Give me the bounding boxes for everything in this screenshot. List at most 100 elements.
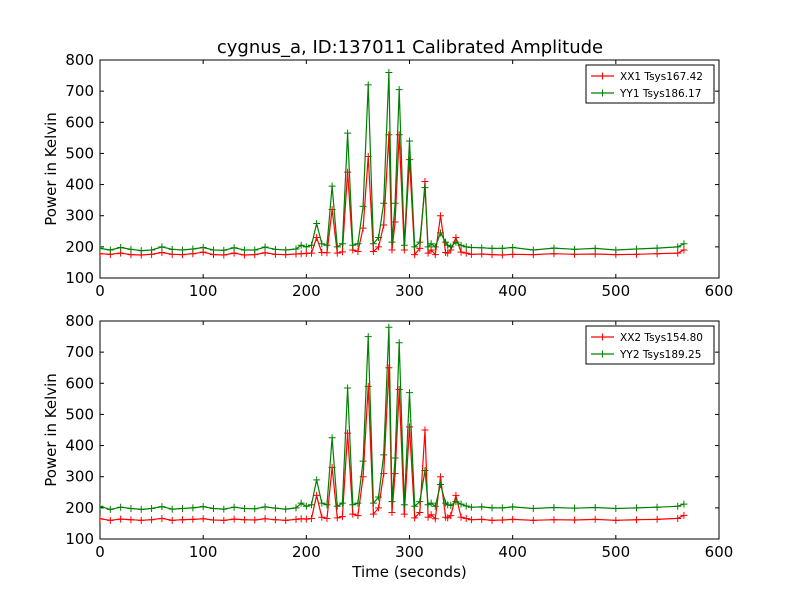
data-point — [179, 246, 187, 254]
legend: XX2 Tsys154.80 YY2 Tsys189.25 — [585, 325, 715, 365]
data-point — [674, 249, 682, 257]
y-tick-label: 200 — [65, 238, 94, 256]
data-point — [421, 426, 429, 434]
data-point — [344, 384, 352, 392]
series-line — [100, 367, 685, 521]
data-point — [424, 243, 432, 251]
data-point — [550, 504, 558, 512]
data-point — [395, 339, 403, 347]
data-point — [400, 241, 408, 249]
data-point — [653, 515, 661, 523]
data-point — [452, 498, 460, 506]
y-tick-label: 400 — [65, 437, 94, 455]
data-point — [333, 249, 341, 257]
data-point — [375, 493, 383, 501]
data-point — [307, 501, 315, 509]
data-point — [127, 504, 135, 512]
data-point — [680, 246, 688, 254]
data-point — [189, 504, 197, 512]
data-point — [333, 243, 341, 251]
data-point — [457, 500, 465, 508]
data-point — [158, 243, 166, 251]
data-point — [359, 457, 367, 465]
data-point — [498, 244, 506, 252]
data-point — [354, 240, 362, 248]
data-point — [488, 244, 496, 252]
data-point — [467, 503, 475, 511]
data-point — [240, 246, 248, 254]
x-tick-label: 0 — [95, 282, 105, 300]
data-point — [338, 499, 346, 507]
data-point — [424, 501, 432, 509]
data-point — [199, 515, 207, 523]
data-point — [431, 502, 439, 510]
data-point — [452, 238, 460, 246]
data-point — [550, 244, 558, 252]
data-point — [292, 515, 300, 523]
data-point — [100, 502, 104, 510]
y-axis-label: Power in Kelvin — [42, 373, 60, 487]
data-point — [444, 501, 452, 509]
data-point — [436, 473, 444, 481]
data-point — [307, 241, 315, 249]
y-tick-label: 500 — [65, 144, 94, 162]
x-tick-label: 600 — [705, 543, 734, 561]
legend-label: YY2 Tsys189.25 — [619, 349, 701, 361]
data-point — [354, 499, 362, 507]
data-point — [457, 241, 465, 249]
series-yy — [100, 68, 688, 255]
data-point — [488, 504, 496, 512]
data-point — [364, 333, 372, 341]
data-point — [349, 241, 357, 249]
data-point — [478, 515, 486, 523]
data-point — [100, 250, 104, 258]
data-point — [411, 251, 419, 259]
data-point — [488, 516, 496, 524]
data-point — [271, 504, 279, 512]
data-point — [333, 514, 341, 522]
y-tick-label: 400 — [65, 176, 94, 194]
series-xx — [100, 364, 688, 524]
y-tick-label: 800 — [65, 51, 94, 69]
data-point — [338, 240, 346, 248]
data-point — [168, 245, 176, 253]
data-point — [323, 514, 331, 522]
data-point — [100, 244, 104, 252]
data-point — [388, 498, 396, 506]
data-point — [328, 182, 336, 190]
data-point — [323, 501, 331, 509]
data-point — [117, 243, 125, 251]
data-point — [427, 246, 435, 254]
data-point — [230, 503, 238, 511]
data-point — [395, 386, 403, 394]
series-line — [100, 72, 685, 252]
data-point — [313, 234, 321, 242]
data-point — [436, 212, 444, 220]
data-point — [431, 515, 439, 523]
data-point — [271, 245, 279, 253]
y-tick-label: 700 — [65, 82, 94, 100]
data-point — [680, 511, 688, 519]
data-point — [282, 246, 290, 254]
data-point — [385, 68, 393, 76]
data-point — [571, 516, 579, 524]
data-point — [209, 516, 217, 524]
data-point — [209, 504, 217, 512]
data-point — [406, 389, 413, 397]
data-point — [462, 243, 470, 251]
data-point — [416, 509, 424, 517]
data-point — [354, 512, 362, 520]
data-point — [632, 504, 640, 512]
data-point — [240, 516, 248, 524]
data-point — [189, 245, 197, 253]
data-point — [421, 184, 429, 192]
data-point — [137, 247, 145, 255]
data-point — [431, 243, 439, 251]
data-point — [416, 244, 424, 252]
y-tick-label: 200 — [65, 499, 94, 517]
data-point — [369, 248, 377, 256]
data-point — [427, 499, 435, 507]
data-point — [380, 451, 388, 459]
x-tick-label: 300 — [395, 282, 424, 300]
data-point — [391, 199, 399, 207]
